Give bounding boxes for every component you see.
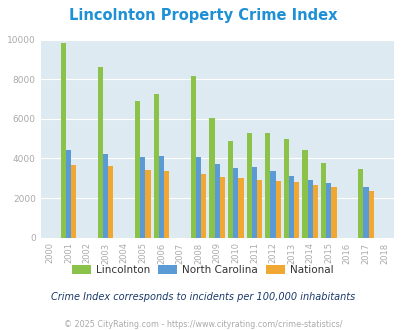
Bar bbox=[238, 178, 243, 238]
Bar bbox=[228, 141, 232, 238]
Bar bbox=[275, 181, 280, 238]
Bar bbox=[330, 187, 336, 238]
Bar bbox=[190, 76, 196, 238]
Bar bbox=[60, 43, 66, 238]
Bar bbox=[219, 177, 224, 238]
Bar bbox=[103, 154, 108, 238]
Bar bbox=[302, 150, 307, 238]
Bar bbox=[357, 170, 362, 238]
Bar bbox=[362, 187, 368, 238]
Legend: Lincolnton, North Carolina, National: Lincolnton, North Carolina, National bbox=[68, 261, 337, 280]
Bar bbox=[307, 180, 312, 238]
Bar bbox=[135, 101, 140, 238]
Bar bbox=[264, 133, 270, 238]
Bar bbox=[164, 171, 169, 238]
Bar bbox=[294, 182, 298, 238]
Bar bbox=[283, 139, 288, 238]
Bar bbox=[214, 164, 219, 238]
Bar bbox=[108, 166, 113, 238]
Bar bbox=[145, 170, 150, 238]
Bar bbox=[196, 157, 201, 238]
Text: © 2025 CityRating.com - https://www.cityrating.com/crime-statistics/: © 2025 CityRating.com - https://www.city… bbox=[64, 320, 341, 329]
Bar bbox=[66, 150, 71, 238]
Bar bbox=[232, 168, 238, 238]
Bar bbox=[312, 184, 317, 238]
Bar bbox=[201, 174, 206, 238]
Bar bbox=[153, 94, 158, 238]
Bar bbox=[71, 165, 76, 238]
Bar bbox=[158, 156, 164, 238]
Text: Crime Index corresponds to incidents per 100,000 inhabitants: Crime Index corresponds to incidents per… bbox=[51, 292, 354, 302]
Bar bbox=[270, 171, 275, 238]
Bar bbox=[288, 176, 294, 238]
Bar bbox=[209, 118, 214, 238]
Bar bbox=[256, 180, 262, 238]
Bar bbox=[368, 191, 373, 238]
Text: Lincolnton Property Crime Index: Lincolnton Property Crime Index bbox=[68, 8, 337, 23]
Bar bbox=[140, 157, 145, 238]
Bar bbox=[325, 183, 330, 238]
Bar bbox=[98, 67, 103, 238]
Bar bbox=[320, 163, 325, 238]
Bar bbox=[251, 167, 256, 238]
Bar bbox=[246, 133, 251, 238]
